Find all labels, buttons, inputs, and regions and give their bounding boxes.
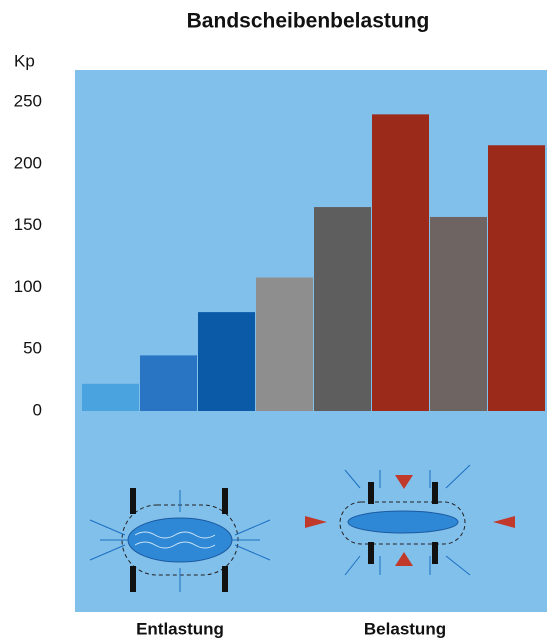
y-tick-label: 100 [14, 277, 42, 296]
y-tick-label: 250 [14, 91, 42, 110]
bar [314, 207, 371, 411]
bar [256, 278, 313, 411]
y-tick-label: 0 [33, 400, 42, 419]
annotation: Belastung [364, 619, 446, 638]
y-tick-label: 50 [23, 339, 42, 358]
bar [430, 217, 487, 411]
bar [198, 312, 255, 411]
y-tick-label: 150 [14, 215, 42, 234]
bar [82, 384, 139, 411]
chart-title: Bandscheibenbelastung [187, 10, 430, 33]
bar [140, 355, 197, 411]
bar [488, 145, 545, 411]
y-axis-label: Kp [14, 51, 35, 70]
annotation: Entlastung [136, 619, 224, 638]
chart: Bandscheibenbelastung Kp 0 50 100 150 200 250… [0, 0, 552, 641]
y-tick-label: 200 [14, 153, 42, 172]
bar [372, 114, 429, 411]
